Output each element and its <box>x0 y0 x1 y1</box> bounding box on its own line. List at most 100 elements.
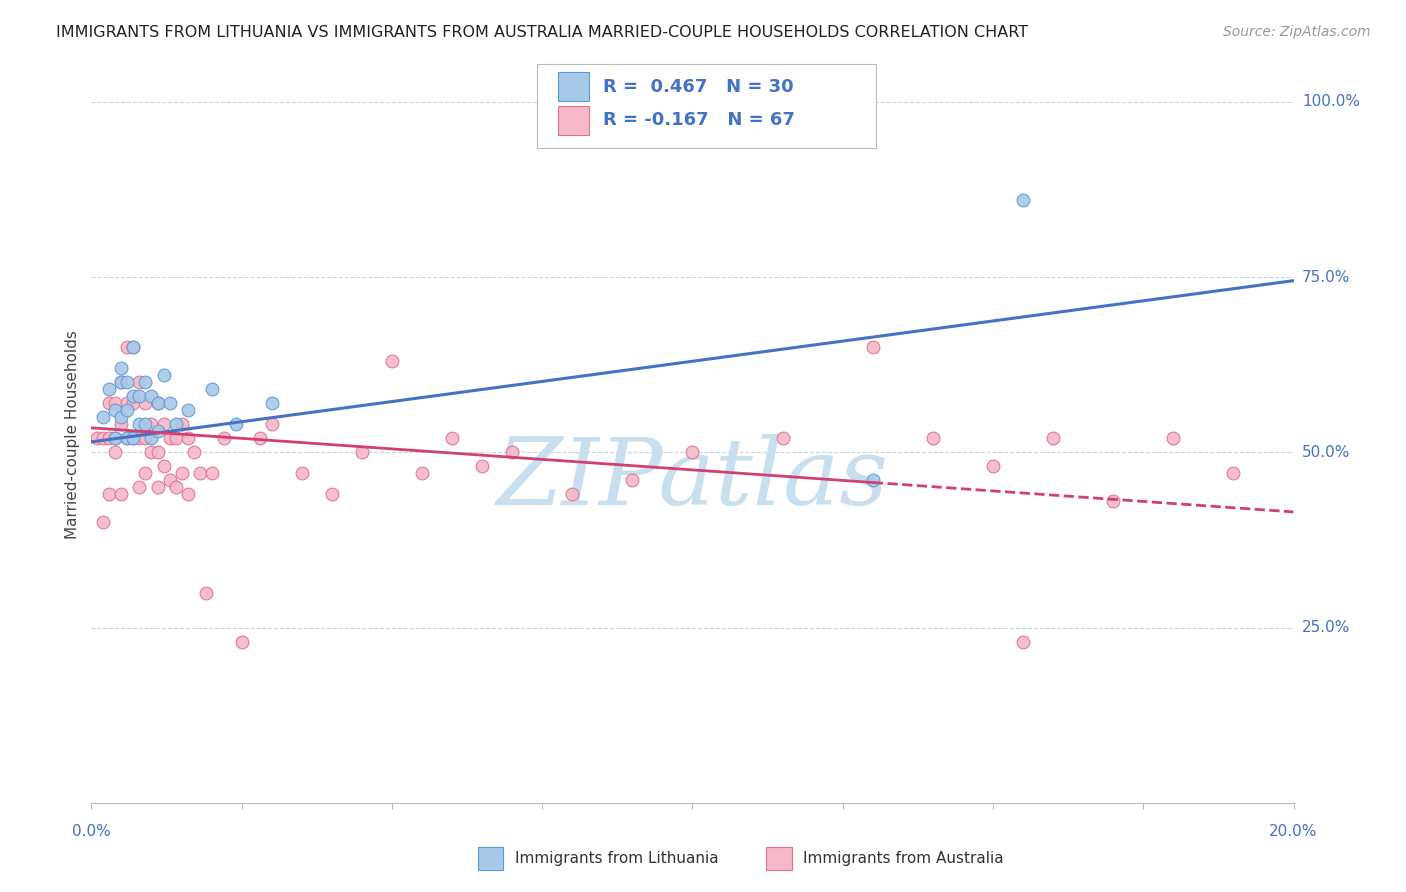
Point <box>176 403 198 417</box>
Point <box>165 431 187 445</box>
Point <box>681 445 703 459</box>
Point <box>152 417 174 432</box>
Point <box>98 382 121 396</box>
Point <box>225 417 247 432</box>
Point <box>122 431 145 445</box>
Point <box>104 403 127 417</box>
Point <box>122 431 145 445</box>
Point <box>350 445 373 459</box>
Point <box>260 396 283 410</box>
Point <box>183 445 205 459</box>
Point <box>128 480 150 494</box>
Point <box>159 431 181 445</box>
Point <box>117 431 139 445</box>
Point <box>176 487 198 501</box>
Point <box>134 417 156 432</box>
Point <box>93 431 115 445</box>
Point <box>561 487 583 501</box>
Point <box>862 340 884 354</box>
Point <box>152 459 174 474</box>
Point <box>98 431 121 445</box>
Point <box>159 474 181 488</box>
Text: Immigrants from Australia: Immigrants from Australia <box>803 851 1004 865</box>
Point <box>134 376 156 390</box>
Point <box>321 487 343 501</box>
Point <box>110 376 132 390</box>
Point <box>134 396 156 410</box>
Point <box>110 417 132 432</box>
Point <box>122 389 145 403</box>
Point <box>98 396 121 410</box>
Point <box>194 585 217 599</box>
Point <box>117 376 139 390</box>
Point <box>249 431 271 445</box>
Point <box>1042 431 1064 445</box>
Point <box>128 431 150 445</box>
Point <box>134 431 156 445</box>
Point <box>141 431 163 445</box>
Point <box>260 417 283 432</box>
Point <box>165 417 187 432</box>
Point <box>110 410 132 425</box>
Point <box>471 459 494 474</box>
Point <box>152 368 174 383</box>
Point <box>98 487 121 501</box>
Point <box>146 396 169 410</box>
Point <box>176 431 198 445</box>
Y-axis label: Married-couple Households: Married-couple Households <box>65 330 80 540</box>
Point <box>922 431 945 445</box>
Point <box>146 425 169 439</box>
Text: ZIPatlas: ZIPatlas <box>496 434 889 524</box>
Point <box>381 354 404 368</box>
Point <box>212 431 235 445</box>
Text: 75.0%: 75.0% <box>1302 269 1350 285</box>
Point <box>93 516 115 530</box>
Point <box>772 431 794 445</box>
Text: 50.0%: 50.0% <box>1302 445 1350 460</box>
Point <box>862 474 884 488</box>
Point <box>146 396 169 410</box>
Point <box>1012 634 1035 648</box>
Point <box>141 445 163 459</box>
Point <box>122 340 145 354</box>
Point <box>188 467 211 481</box>
Point <box>170 417 193 432</box>
Point <box>146 445 169 459</box>
Point <box>122 396 145 410</box>
Text: R =  0.467   N = 30: R = 0.467 N = 30 <box>603 78 794 95</box>
Point <box>159 396 181 410</box>
Text: Source: ZipAtlas.com: Source: ZipAtlas.com <box>1223 25 1371 39</box>
Point <box>110 361 132 376</box>
Point <box>104 431 127 445</box>
Point <box>128 389 150 403</box>
Point <box>1222 467 1244 481</box>
Text: 100.0%: 100.0% <box>1302 95 1360 110</box>
Point <box>104 396 127 410</box>
Point <box>440 431 463 445</box>
Point <box>170 467 193 481</box>
Point <box>134 467 156 481</box>
Text: 25.0%: 25.0% <box>1302 620 1350 635</box>
Point <box>501 445 523 459</box>
Text: R = -0.167   N = 67: R = -0.167 N = 67 <box>603 112 794 129</box>
Point <box>981 459 1004 474</box>
Point <box>291 467 314 481</box>
Point <box>201 467 224 481</box>
Point <box>117 431 139 445</box>
Point <box>117 403 139 417</box>
Point <box>104 431 127 445</box>
Point <box>117 396 139 410</box>
Text: Immigrants from Lithuania: Immigrants from Lithuania <box>515 851 718 865</box>
Point <box>128 417 150 432</box>
Point <box>141 417 163 432</box>
Point <box>146 480 169 494</box>
Point <box>86 431 108 445</box>
Point <box>621 474 644 488</box>
Point <box>141 389 163 403</box>
Point <box>110 376 132 390</box>
Text: IMMIGRANTS FROM LITHUANIA VS IMMIGRANTS FROM AUSTRALIA MARRIED-COUPLE HOUSEHOLDS: IMMIGRANTS FROM LITHUANIA VS IMMIGRANTS … <box>56 25 1028 40</box>
Point <box>165 480 187 494</box>
Point <box>128 376 150 390</box>
Point <box>1012 193 1035 207</box>
Point <box>93 410 115 425</box>
